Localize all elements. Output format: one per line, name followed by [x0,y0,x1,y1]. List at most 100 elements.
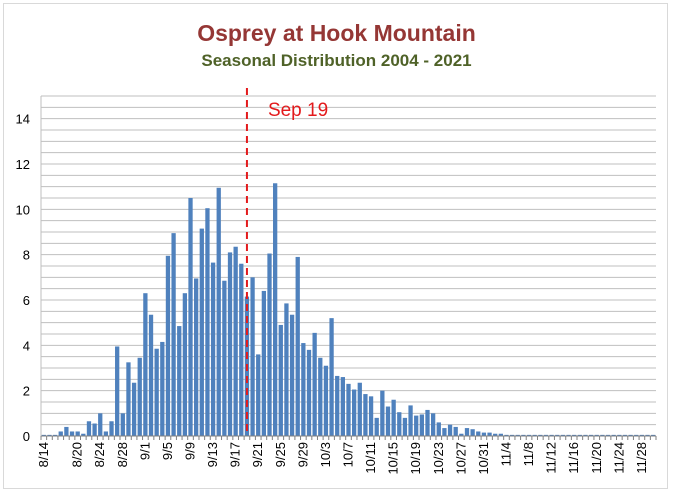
bar [583,434,588,436]
x-tick-label: 11/20 [589,442,604,474]
bar [81,433,86,436]
gridlines [41,95,656,426]
y-tick-label: 8 [23,248,30,263]
x-tick-label: 11/8 [521,442,536,466]
bar [481,432,487,436]
bar [622,434,628,436]
bar [273,183,278,436]
bar [453,426,458,436]
bar [408,405,413,436]
bar [58,431,63,436]
bar [555,434,560,436]
bar [210,262,216,436]
bar [476,431,481,436]
x-tick-label: 9/17 [228,442,243,467]
x-tick-label: 10/27 [453,442,468,475]
bar [419,414,424,436]
bar [227,252,233,436]
bar [205,208,210,436]
bar [216,187,221,436]
bar [182,293,188,436]
axes: 0 2 4 6 8 10 12 14 8/14 8/20 8/24 8/28 9/1 9/5 9/9 9/13… [16,96,657,475]
x-tick-label: 9/25 [273,442,288,467]
x-tick-label: 9/21 [250,442,265,467]
bar [459,433,464,436]
bar [318,357,323,436]
bar [351,389,357,436]
bar [335,375,340,436]
bar [131,382,137,436]
y-tick-label: 14 [16,112,30,127]
y-tick-label: 12 [16,157,30,172]
bar [261,290,267,436]
x-tick-label: 11/12 [544,442,559,474]
bar [188,198,193,436]
bar [69,431,75,436]
bar [380,390,385,436]
x-tick-label: 11/4 [498,442,513,466]
y-tick-label: 0 [23,429,30,444]
bar [549,434,554,436]
bar [154,348,159,436]
bar [64,426,69,436]
bar [267,253,272,436]
bar [532,434,537,436]
bar [171,233,176,436]
bar [137,357,142,436]
bar [645,434,650,436]
bar [177,326,182,436]
bar [92,423,97,436]
bar [160,341,165,436]
x-tick-label: 10/23 [431,442,446,475]
x-tick-label: 11/24 [611,442,626,474]
bar [75,431,80,436]
bar [222,280,227,436]
x-tick-label: 8/28 [115,442,130,467]
bar [323,365,329,436]
bar [504,434,509,436]
bar [239,263,244,436]
chart-subtitle: Seasonal Distribution 2004 - 2021 [201,51,472,70]
bar [588,434,594,436]
bar [414,415,419,436]
bar [233,246,238,436]
bar [194,278,199,436]
bar [634,434,639,436]
bar [256,354,261,436]
bar [515,434,520,436]
x-tick-label: 10/15 [386,442,401,475]
bar [577,434,582,436]
x-tick-label: 10/7 [341,442,356,467]
bar [526,434,532,436]
x-tick-label: 10/31 [476,442,491,475]
y-tick-label: 6 [23,293,30,308]
bar [543,434,549,436]
x-tick-label: 9/29 [295,442,310,467]
bar [605,434,611,436]
bar [301,343,306,436]
bar [368,396,374,436]
y-tick-label: 4 [23,338,30,353]
bar [498,433,503,436]
bar [109,421,114,436]
bar [165,255,171,436]
x-tick-label: 8/20 [70,442,85,467]
bar [250,277,255,436]
chart-title: Osprey at Hook Mountain [197,20,476,46]
bar [572,434,577,436]
bar [447,424,453,436]
bar [346,383,351,436]
bar [628,434,633,436]
annotation-label: Sep 19 [268,100,328,121]
bar [47,434,52,436]
bar [385,406,391,436]
bar [639,434,645,436]
bar [115,346,120,436]
x-tick-label: 10/19 [408,442,423,475]
annotations: Sep 19 [245,88,328,436]
bar [436,422,441,436]
bar [143,293,148,436]
bar [98,413,103,436]
x-tick-label: 11/28 [634,442,649,474]
